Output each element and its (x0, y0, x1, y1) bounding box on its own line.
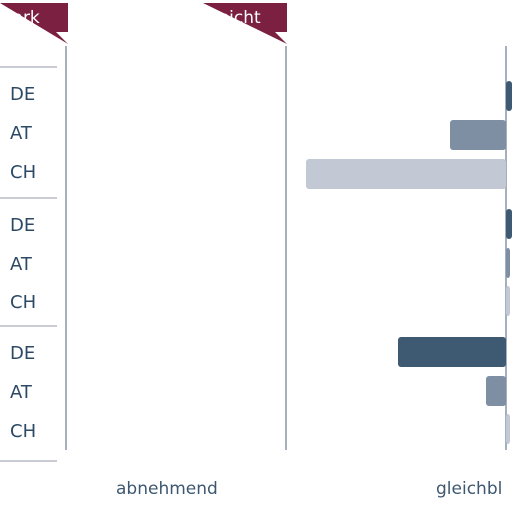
country-label: DE (10, 343, 35, 364)
bar-at (450, 120, 506, 150)
country-label: AT (10, 382, 33, 403)
bar-ch (306, 159, 506, 189)
bar-ch (506, 286, 510, 316)
bars (306, 81, 512, 444)
tag-stark: stark (0, 3, 68, 44)
country-label: DE (10, 215, 35, 236)
bar-at (506, 248, 510, 278)
x-category-label: gleichbl (436, 479, 502, 499)
country-label: CH (10, 421, 36, 442)
tag-stark-label: stark (0, 8, 40, 28)
tag-leicht: leicht (203, 3, 287, 44)
tag-leicht-label: leicht (214, 8, 261, 28)
bar-ch (506, 414, 510, 444)
country-label: CH (10, 162, 36, 183)
country-label: DE (10, 84, 35, 105)
bar-de (506, 81, 512, 111)
x-category-label: abnehmend (116, 479, 218, 499)
country-label: AT (10, 123, 33, 144)
country-label: AT (10, 254, 33, 275)
bar-de (506, 209, 512, 239)
country-label: CH (10, 292, 36, 313)
bar-de (398, 337, 506, 367)
bar-at (486, 376, 506, 406)
